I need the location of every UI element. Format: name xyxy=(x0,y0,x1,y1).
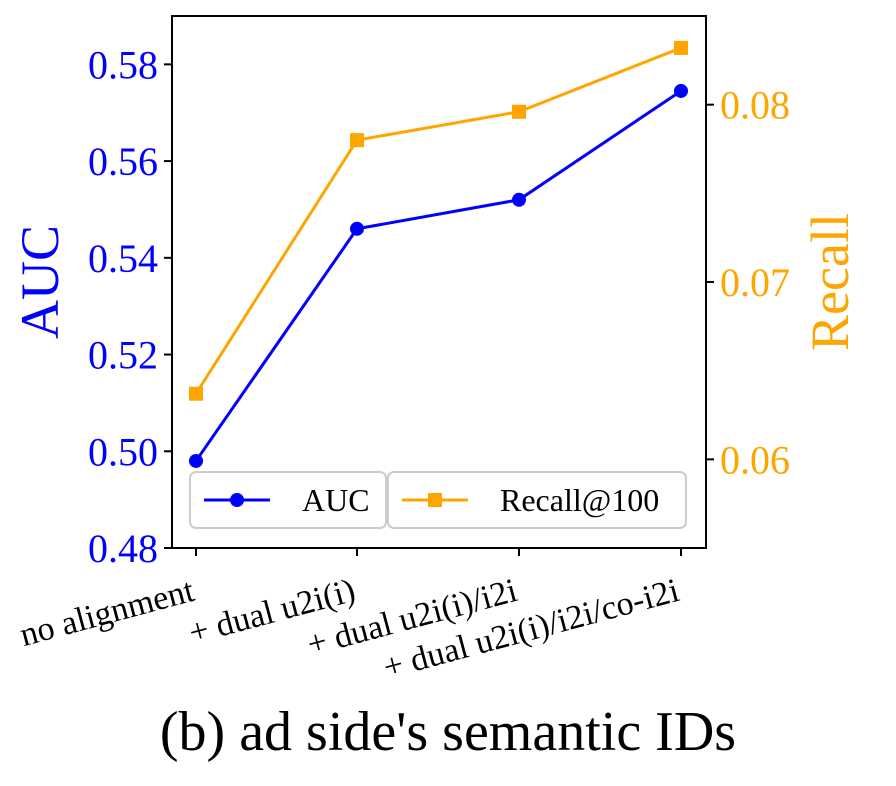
data-point xyxy=(674,40,688,55)
data-point xyxy=(350,133,364,148)
data-point xyxy=(512,192,526,207)
y2-tick-label: 0.07 xyxy=(720,260,790,305)
y2-tick-label: 0.06 xyxy=(720,437,790,482)
legend-label: Recall@100 xyxy=(500,482,659,518)
x-tick-label: no alignment xyxy=(16,572,198,654)
legend-label: AUC xyxy=(302,482,370,518)
y-tick-label: 0.54 xyxy=(88,236,158,281)
y-tick-label: 0.58 xyxy=(88,42,158,87)
y-axis-title: AUC xyxy=(10,225,70,339)
figure-caption: (b) ad side's semantic IDs xyxy=(159,701,737,763)
legend-box xyxy=(189,471,387,529)
y-tick-label: 0.56 xyxy=(88,139,158,184)
chart: 0.48 0.50 0.52 0.54 0.56 0.58 0.06 0.07 0.08 no a… xyxy=(10,15,860,686)
legend-marker xyxy=(428,493,442,507)
series-line-1 xyxy=(194,46,682,395)
y-tick-label: 0.48 xyxy=(88,526,158,571)
y2-axis-title: Recall xyxy=(800,213,860,351)
legend-box xyxy=(387,471,687,529)
y-tick-label: 0.52 xyxy=(88,333,158,378)
y-tick-label: 0.50 xyxy=(88,429,158,474)
data-point xyxy=(189,386,203,401)
data-point xyxy=(512,104,526,119)
data-point xyxy=(674,83,688,98)
data-point xyxy=(189,453,203,468)
y2-tick-label: 0.08 xyxy=(720,83,790,128)
legend-marker xyxy=(230,493,244,507)
plot-frame xyxy=(171,15,707,549)
data-point xyxy=(350,221,364,236)
series-line-0 xyxy=(194,89,682,462)
